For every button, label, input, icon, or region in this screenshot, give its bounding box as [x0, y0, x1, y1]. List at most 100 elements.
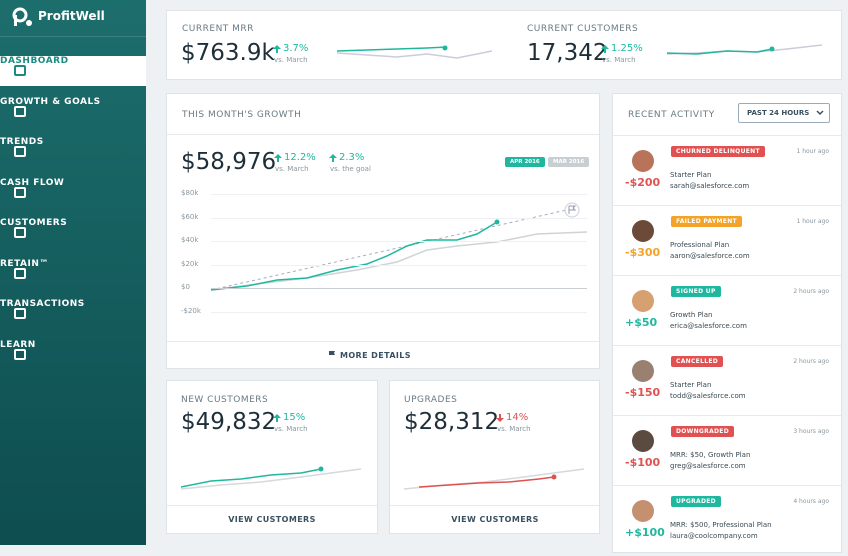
- nav-item[interactable]: CASH FLOW: [0, 178, 146, 208]
- plan: Professional Plan: [670, 241, 730, 249]
- period: vs. March: [602, 56, 636, 64]
- title: RECENT ACTIVITY: [628, 110, 715, 120]
- sparkline: [667, 44, 823, 55]
- amount: -$150: [625, 386, 661, 399]
- amount: -$100: [625, 456, 661, 469]
- divider: [167, 134, 599, 135]
- nav-label: LEARN: [0, 339, 36, 350]
- nav-icon: [14, 65, 26, 76]
- time-filter[interactable]: PAST 24 HOURS: [738, 103, 830, 123]
- status-badge: CANCELLED: [671, 356, 723, 367]
- activity-item: +$100 UPGRADED MRR: $500, Professional Pla…: [613, 485, 841, 556]
- amount: +$100: [625, 526, 665, 539]
- avatar: [632, 430, 654, 452]
- nav-icon: [14, 308, 26, 319]
- title: THIS MONTH'S GROWTH: [182, 110, 302, 120]
- activity-item: -$200 CHURNED DELINQUENT Starter Plan sarah…: [613, 135, 841, 206]
- nav-item[interactable]: GROWTH & GOALS: [0, 97, 146, 127]
- email: todd@salesforce.com: [670, 392, 746, 400]
- y-tick-label: -$20k: [181, 307, 201, 315]
- status-badge: DOWNGRADED: [671, 426, 734, 437]
- nav-label: TRENDS: [0, 137, 44, 147]
- change: 2.3%: [339, 152, 365, 163]
- view-customers-link[interactable]: VIEW CUSTOMERS: [228, 515, 316, 524]
- time: 4 hours ago: [793, 498, 829, 505]
- period: vs. the goal: [330, 165, 371, 173]
- brand: ProfitWell: [38, 9, 105, 23]
- nav-item[interactable]: CUSTOMERS: [0, 218, 146, 248]
- y-tick-label: $20k: [181, 259, 199, 268]
- email: greg@salesforce.com: [670, 462, 746, 470]
- up-arrow: [601, 45, 609, 53]
- grid-line: [211, 194, 587, 195]
- nav-item[interactable]: LEARN: [0, 340, 146, 370]
- avatar: [632, 500, 654, 522]
- down-arrow: [496, 414, 504, 422]
- email: erica@salesforce.com: [670, 322, 747, 330]
- sparkline: [404, 468, 585, 490]
- nav-icon: [14, 186, 26, 198]
- divider: [167, 341, 599, 342]
- nav-item[interactable]: TRANSACTIONS: [0, 299, 146, 329]
- sparkline: [337, 45, 493, 59]
- nav-icon: [14, 146, 26, 157]
- label: NEW CUSTOMERS: [181, 395, 269, 405]
- plan: MRR: $50, Growth Plan: [670, 451, 751, 459]
- nav-item[interactable]: DASHBOARD: [0, 56, 146, 86]
- value: 17,342: [527, 40, 608, 66]
- email: aaron@salesforce.com: [670, 252, 750, 260]
- label: UPGRADES: [404, 395, 458, 405]
- activity-item: +$50 SIGNED UP Growth Plan erica@salesforce…: [613, 275, 841, 346]
- divider: [390, 505, 599, 506]
- tag[interactable]: MAR 2016: [548, 157, 590, 167]
- nav-icon: [14, 348, 26, 360]
- email: sarah@salesforce.com: [670, 182, 750, 190]
- nav-label: TRANSACTIONS: [0, 299, 85, 309]
- avatar: [632, 220, 654, 242]
- status-badge: FAILED PAYMENT: [671, 216, 742, 227]
- time: 2 hours ago: [793, 288, 829, 295]
- period: vs. March: [274, 56, 308, 64]
- status-badge: CHURNED DELINQUENT: [671, 146, 765, 157]
- divider: [0, 36, 146, 37]
- change: 12.2%: [284, 152, 316, 163]
- plan: Starter Plan: [670, 171, 712, 179]
- change: 15%: [283, 412, 306, 423]
- nav-item[interactable]: RETAIN™: [0, 259, 146, 289]
- grid-line: [211, 217, 587, 219]
- growth-card: THIS MONTH'S GROWTH $58,976 12.2% vs. Ma…: [166, 93, 600, 369]
- time: 1 hour ago: [796, 148, 829, 155]
- label: CURRENT MRR: [182, 24, 254, 34]
- chevron: [816, 110, 824, 116]
- summary-card: CURRENT MRR $763.9k 3.7% vs. March CURRE…: [166, 10, 842, 80]
- more-details-link[interactable]: MORE DETAILS: [340, 351, 411, 360]
- nav-label: GROWTH & GOALS: [0, 96, 101, 107]
- metric-card: NEW CUSTOMERS $49,832 15% vs. March VIEW CUS…: [166, 380, 378, 534]
- nav-icon: [14, 267, 26, 279]
- nav-label: CUSTOMERS: [0, 218, 68, 228]
- amount: +$50: [625, 316, 658, 329]
- view-customers-link[interactable]: VIEW CUSTOMERS: [451, 515, 539, 524]
- sparkline: [181, 466, 362, 490]
- tag[interactable]: APR 2016: [505, 157, 545, 167]
- avatar: [632, 290, 654, 312]
- value: $49,832: [181, 409, 277, 435]
- grid-line: [211, 288, 587, 290]
- activity-item: -$150 CANCELLED Starter Plan todd@salesforc…: [613, 345, 841, 416]
- divider: [167, 505, 377, 506]
- grid-line: [211, 312, 587, 313]
- change: 3.7%: [283, 43, 309, 54]
- change: 14%: [506, 412, 529, 423]
- time: 3 hours ago: [793, 428, 829, 435]
- up-arrow: [274, 154, 282, 162]
- y-tick-label: $80k: [181, 189, 199, 197]
- logo: [12, 7, 32, 26]
- up-arrow: [273, 414, 281, 422]
- sidebar: ProfitWell DASHBOARD GROWTH & GOALS TRENDS…: [0, 0, 146, 545]
- activity-card: RECENT ACTIVITY PAST 24 HOURS -$200 CHURN…: [612, 93, 842, 553]
- nav-item[interactable]: TRENDS: [0, 137, 146, 167]
- period: vs. March: [275, 165, 309, 173]
- change: 1.25%: [611, 43, 643, 54]
- y-tick-label: $40k: [181, 236, 199, 245]
